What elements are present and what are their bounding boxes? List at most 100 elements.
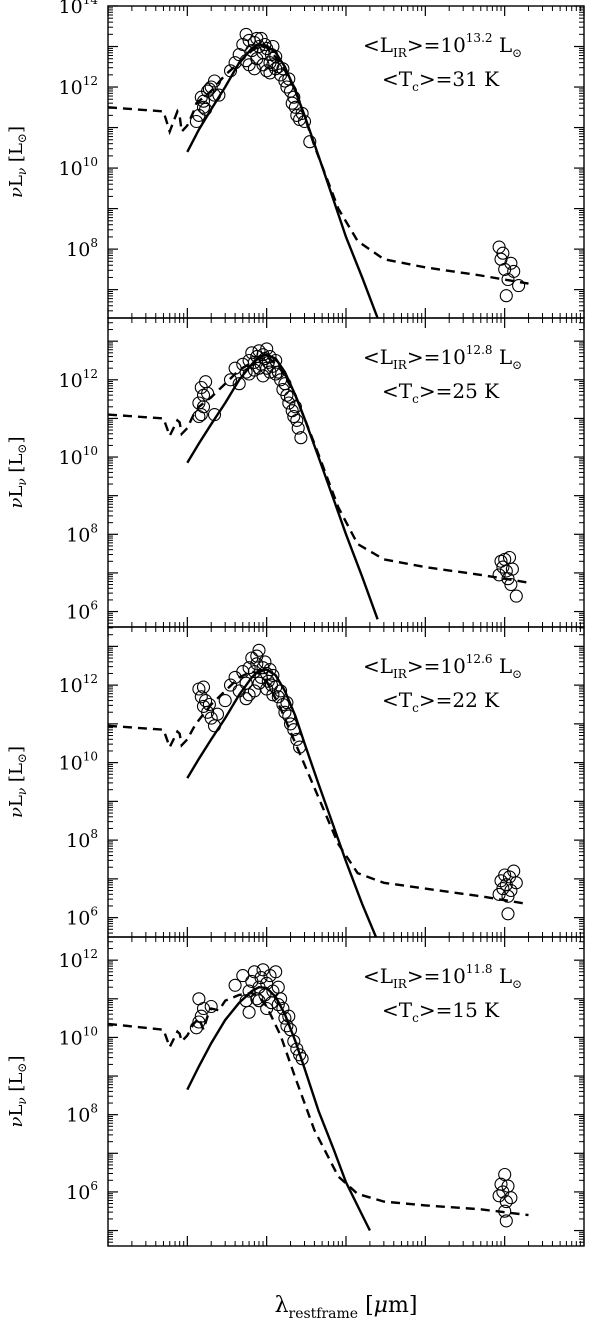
y-tick-label: 1010 <box>59 1024 98 1049</box>
solid-model-curve <box>186 985 371 1232</box>
data-point <box>271 998 285 1012</box>
y-tick-label: 1010 <box>59 750 98 775</box>
data-point <box>287 1034 301 1048</box>
y-axis-label: νLν [L⊙] <box>6 1056 29 1128</box>
y-tick-label: 1012 <box>59 367 98 392</box>
data-point <box>505 562 519 576</box>
data-point <box>207 408 222 422</box>
data-point <box>294 431 308 445</box>
plot-area <box>108 643 529 937</box>
data-point <box>228 56 242 70</box>
data-point <box>280 1019 294 1033</box>
data-point <box>507 264 521 278</box>
data-point <box>280 696 294 710</box>
data-point <box>247 62 261 76</box>
annotation-tc: <Tc>=25 K <box>382 379 500 406</box>
data-point <box>242 688 256 702</box>
data-point <box>303 135 317 149</box>
data-point <box>242 58 256 72</box>
annotation-tc: <Tc>=15 K <box>382 998 500 1025</box>
data-point <box>207 74 222 88</box>
x-axis-label: λrestframe [μm] <box>275 1293 418 1322</box>
annotation-tc: <Tc>=31 K <box>382 67 500 94</box>
data-point <box>236 969 250 983</box>
data-point <box>499 564 513 578</box>
y-axis-label: νLν [L⊙] <box>6 126 29 198</box>
data-point <box>260 666 274 681</box>
data-point <box>194 90 208 104</box>
panel-4: 1012 1010 108 106 νLν [L⊙] <LIR>=1011.8 L⊙ <Tc… <box>6 936 585 1247</box>
data-point <box>274 992 288 1006</box>
data-point <box>194 1009 208 1023</box>
data-point <box>199 102 213 116</box>
data-point <box>269 965 283 979</box>
data-point <box>260 342 274 356</box>
dashed-model-curve <box>108 670 529 906</box>
y-tick-label: 106 <box>66 905 98 930</box>
y-tick-label: 108 <box>66 521 98 546</box>
data-point <box>252 361 266 375</box>
data-point <box>291 421 305 435</box>
y-tick-label: 1010 <box>59 155 98 180</box>
data-point <box>499 1214 513 1228</box>
data-point <box>282 396 296 410</box>
data-point <box>287 90 301 104</box>
y-tick-label: 1012 <box>59 672 98 697</box>
data-point <box>239 692 253 706</box>
data-point <box>266 39 280 54</box>
y-tick-label: 108 <box>66 1102 98 1127</box>
data-point <box>189 1021 203 1035</box>
y-tick-label: 1010 <box>59 444 98 469</box>
data-point <box>496 560 510 574</box>
y-axis-label: νLν [L⊙] <box>6 746 29 818</box>
y-tick-label: 1014 <box>59 0 99 18</box>
data-point <box>290 413 304 427</box>
data-point <box>504 577 518 592</box>
data-point <box>492 568 506 582</box>
data-point <box>280 80 294 94</box>
data-point <box>293 740 307 754</box>
panel-3: 1012 1010 108 106 νLν [L⊙] <LIR>=1012.6 L⊙ <Tc… <box>6 626 585 938</box>
data-point <box>269 680 283 694</box>
annotation-lir: <LIR>=1012.8 L⊙ <box>363 343 522 372</box>
y-tick-label: 1012 <box>59 74 98 99</box>
data-point <box>192 1015 206 1029</box>
data-point <box>512 279 526 293</box>
data-point <box>295 1052 309 1066</box>
data-point <box>282 1009 296 1023</box>
data-point <box>201 386 215 400</box>
data-point <box>210 707 225 721</box>
data-point <box>499 1195 513 1209</box>
data-point <box>232 377 246 391</box>
data-point <box>501 907 515 921</box>
data-point <box>297 114 312 129</box>
data-point <box>295 106 309 120</box>
data-point <box>266 58 280 72</box>
data-point <box>239 676 253 690</box>
panel-2: 1012 1010 108 106 νLν [L⊙] <LIR>=1012.8 L⊙ <Tc… <box>6 317 585 628</box>
solid-model-curve <box>186 353 379 620</box>
annotation-lir: <LIR>=1012.6 L⊙ <box>363 652 522 681</box>
data-point <box>266 688 280 702</box>
data-point <box>271 365 285 379</box>
data-point <box>250 649 264 663</box>
data-point <box>212 88 226 102</box>
dashed-model-curve <box>108 991 529 1217</box>
data-point <box>498 1204 512 1218</box>
data-point <box>499 289 513 303</box>
data-point <box>194 408 208 422</box>
data-point <box>252 643 266 657</box>
data-point <box>496 246 510 260</box>
data-point <box>204 80 218 94</box>
solid-model-curve <box>186 43 379 318</box>
data-point <box>285 96 299 110</box>
y-tick-label: 108 <box>66 236 98 261</box>
data-point <box>260 361 274 375</box>
plot-area <box>108 963 529 1232</box>
y-tick-label: 108 <box>66 827 98 852</box>
data-point <box>223 64 238 78</box>
data-point <box>196 699 211 713</box>
data-point <box>202 697 216 712</box>
data-point <box>204 999 218 1014</box>
data-point <box>247 684 261 698</box>
